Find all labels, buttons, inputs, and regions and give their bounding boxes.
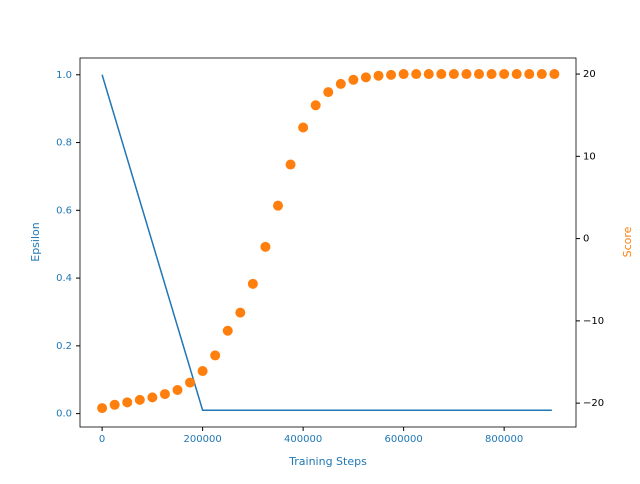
score-point [298,122,309,133]
x-axis-label: Training Steps [288,455,367,468]
score-point [109,399,120,410]
y2-axis-label: Score [621,226,634,257]
score-point [235,307,246,318]
score-point [285,159,296,170]
x-tick-label: 400000 [284,434,322,445]
y2-tick-label: 0 [583,234,589,245]
score-point [511,69,522,80]
y2-tick-label: 20 [583,69,596,80]
score-point [260,241,271,252]
score-point [474,69,485,80]
score-point [386,69,397,80]
score-point [524,69,535,80]
x-tick-label: 0 [99,434,105,445]
score-point [247,278,258,289]
axes-frame [79,57,577,428]
y-tick-label: 0.2 [56,341,72,352]
score-point [134,394,145,405]
y-tick-label: 0.8 [56,138,72,149]
score-point [360,72,371,83]
score-point [461,69,472,80]
score-point [411,69,422,80]
score-point [549,69,560,80]
score-point [97,403,108,414]
y2-tick-label: −20 [583,398,604,409]
score-point [323,87,334,98]
score-point [423,69,434,80]
y-tick-label: 1.0 [56,70,72,81]
score-point [272,200,283,211]
score-point [373,70,384,81]
y2-tick-label: 10 [583,151,596,162]
y-axis-label: Epsilon [29,222,42,262]
y2-tick-label: −10 [583,316,604,327]
score-point [348,74,359,85]
epsilon-line [101,74,552,411]
score-point [222,325,233,336]
score-point [197,366,208,377]
score-point [210,350,221,361]
score-point [159,389,170,400]
score-point [448,69,459,80]
x-tick-label: 800000 [485,434,523,445]
score-point [147,392,158,403]
score-point [499,69,510,80]
y-tick-label: 0.0 [56,409,72,420]
y-tick-label: 0.6 [56,205,72,216]
x-tick-label: 200000 [184,434,222,445]
score-point [436,69,447,80]
score-point [310,100,321,111]
score-point [335,78,346,89]
score-point [486,69,497,80]
y-tick-label: 0.4 [56,273,72,284]
score-point [398,69,409,80]
score-point [536,69,547,80]
score-point [122,397,133,408]
score-point [172,384,183,395]
score-point [185,377,196,388]
x-tick-label: 600000 [385,434,423,445]
